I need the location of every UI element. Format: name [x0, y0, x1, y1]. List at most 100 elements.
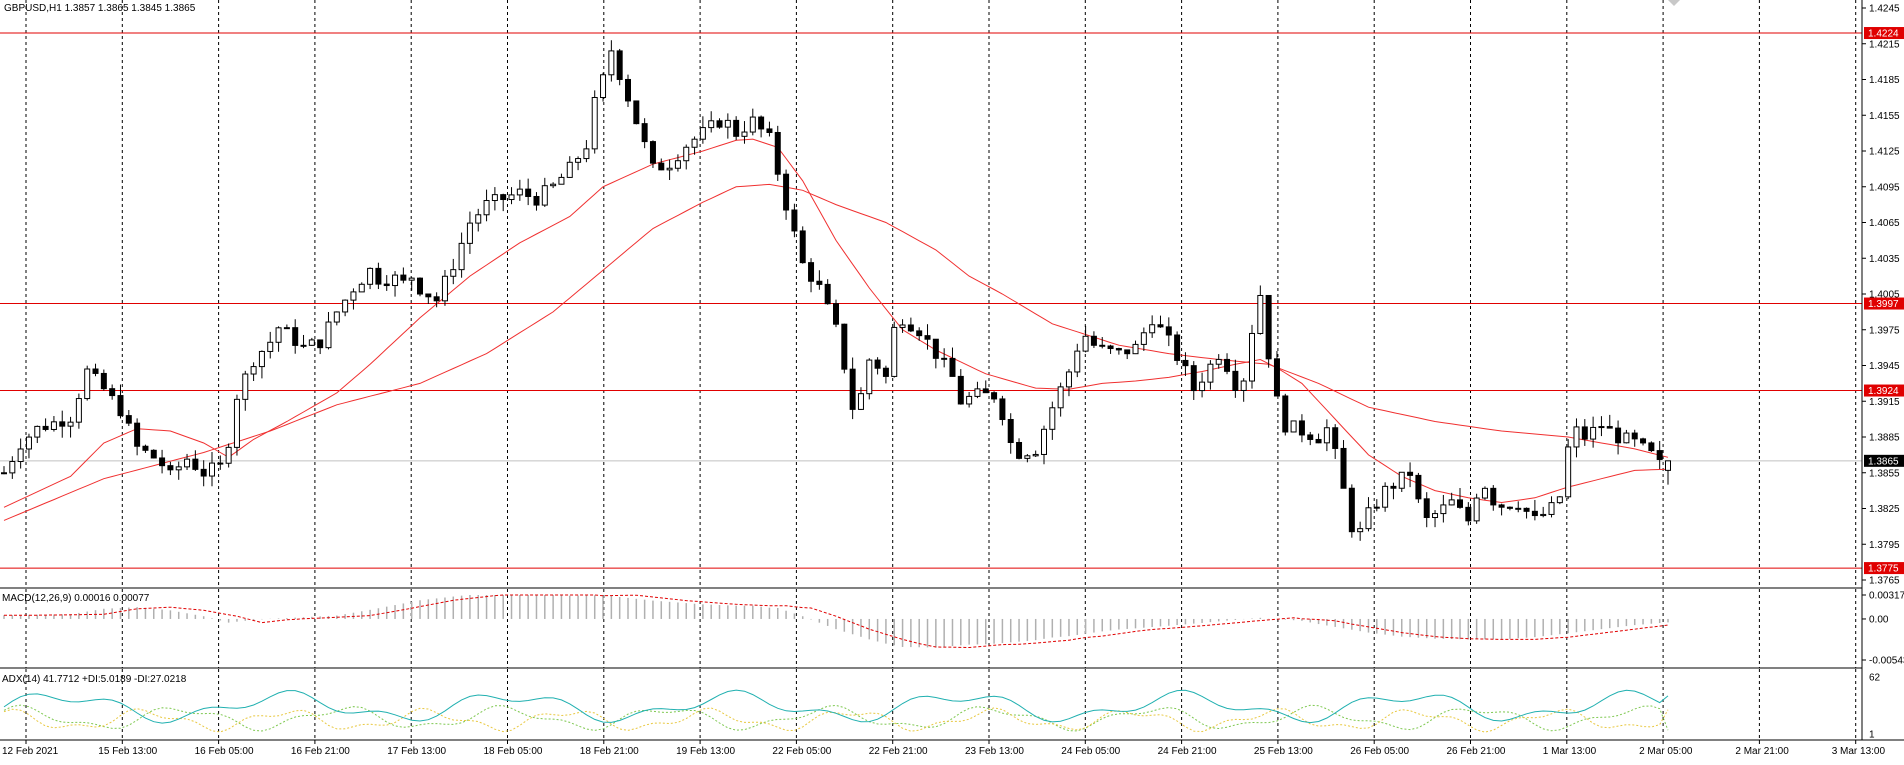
candle-body	[392, 274, 399, 287]
candle-body	[1032, 453, 1039, 457]
candle-body	[1, 472, 7, 475]
candle-body	[849, 368, 856, 410]
candle-body	[941, 357, 948, 360]
candle-body	[932, 338, 939, 359]
adx-plus-di-line	[3, 704, 1669, 732]
candle-body	[758, 116, 765, 130]
candle-body	[1107, 345, 1114, 350]
candle-body	[891, 326, 898, 377]
candle-body	[1024, 455, 1031, 459]
candle-body	[450, 269, 457, 277]
candle-body	[1016, 441, 1023, 459]
level-price-tag	[1864, 27, 1904, 40]
candle-body	[1640, 438, 1647, 444]
candle-body	[841, 323, 848, 370]
candle-body	[1140, 332, 1147, 345]
time-tick-label: 16 Feb 05:00	[195, 746, 254, 757]
candle-body	[1273, 358, 1280, 397]
candle-body	[75, 398, 82, 423]
time-tick-label: 12 Feb 2021	[2, 746, 59, 757]
candle-body	[1465, 506, 1472, 522]
macd-tick-label: 0.00317	[1869, 591, 1904, 602]
ma-fast-line	[3, 138, 1669, 508]
candle-body	[666, 167, 673, 171]
candle-body	[292, 327, 299, 346]
time-tick-label: 15 Feb 13:00	[98, 746, 157, 757]
time-tick-label: 2 Mar 21:00	[1735, 746, 1789, 757]
candle-body	[1398, 471, 1405, 489]
candle-body	[458, 242, 465, 271]
candle-body	[308, 339, 315, 346]
candle-body	[1099, 344, 1106, 347]
candle-body	[250, 366, 257, 375]
candle-body	[974, 388, 981, 397]
candle-body	[400, 274, 407, 281]
candle-body	[350, 291, 357, 301]
candle-body	[1506, 506, 1513, 509]
price-tick-label: 1.4005	[1869, 290, 1900, 301]
candle-body	[142, 445, 149, 451]
current-price-tag	[1864, 454, 1904, 467]
candle-body	[192, 458, 199, 470]
candle-body	[649, 141, 656, 164]
current-price-label: 1.3865	[1868, 456, 1899, 467]
moving-averages	[3, 138, 1669, 521]
candle-body	[125, 415, 132, 424]
candle-body	[1565, 446, 1572, 498]
price-tick-label: 1.4065	[1869, 218, 1900, 229]
candle-body	[691, 138, 698, 148]
candle-body	[1199, 381, 1206, 392]
candle-body	[857, 393, 864, 410]
candle-body	[716, 120, 723, 128]
candle-body	[808, 262, 815, 282]
candle-body	[550, 183, 557, 187]
candle-body	[258, 350, 265, 368]
time-tick-label: 26 Feb 21:00	[1447, 746, 1506, 757]
candle-body	[34, 425, 41, 438]
candle-body	[358, 283, 365, 293]
level-price-tag	[1864, 384, 1904, 397]
time-tick-label: 17 Feb 13:00	[387, 746, 446, 757]
shift-marker-icon[interactable]	[1668, 0, 1680, 6]
candle-body	[1041, 428, 1047, 455]
macd-tick-label: -0.00543	[1869, 656, 1904, 667]
time-tick-label: 24 Feb 05:00	[1061, 746, 1120, 757]
price-tick-label: 1.3795	[1869, 540, 1900, 551]
symbol-header: GBPUSD,H1 1.3857 1.3865 1.3845 1.3865	[4, 3, 196, 14]
candle-body	[1174, 334, 1181, 361]
candle-body	[375, 267, 382, 285]
candle-body	[1606, 426, 1613, 429]
candle-body	[1556, 496, 1563, 504]
price-tick-label: 1.3975	[1869, 325, 1900, 336]
candle-body	[699, 127, 706, 140]
macd-signal-line	[4, 594, 1669, 649]
candle-body	[924, 335, 931, 340]
price-tick-label: 1.3855	[1869, 468, 1900, 479]
candle-body	[1065, 371, 1072, 388]
candle-body	[749, 116, 756, 133]
candle-body	[1149, 324, 1156, 334]
candle-body	[466, 222, 473, 244]
macd-axis: 0.00317 0.00 -0.00543	[1862, 591, 1904, 667]
candle-body	[433, 296, 440, 302]
candle-body	[1057, 386, 1064, 409]
price-tick-label: 1.4215	[1869, 39, 1900, 50]
candle-body	[591, 97, 598, 150]
main-vertical-grid	[25, 0, 1857, 588]
candle-body	[916, 330, 923, 337]
adx-header: ADX(14) 41.7712 +DI:5.0189 -DI:27.0218	[2, 674, 187, 685]
candle-body	[824, 283, 831, 305]
candle-body	[616, 50, 623, 80]
candle-body	[583, 148, 590, 160]
candle-body	[1315, 438, 1322, 444]
candle-body	[1215, 358, 1222, 365]
candle-body	[641, 123, 648, 143]
candle-body	[425, 293, 432, 298]
candle-body	[1157, 324, 1164, 328]
price-tick-label: 1.4035	[1869, 254, 1900, 265]
candle-body	[1598, 426, 1605, 429]
candle-body	[1249, 332, 1255, 382]
time-tick-label: 1 Mar 13:00	[1543, 746, 1597, 757]
candle-body	[608, 50, 615, 76]
